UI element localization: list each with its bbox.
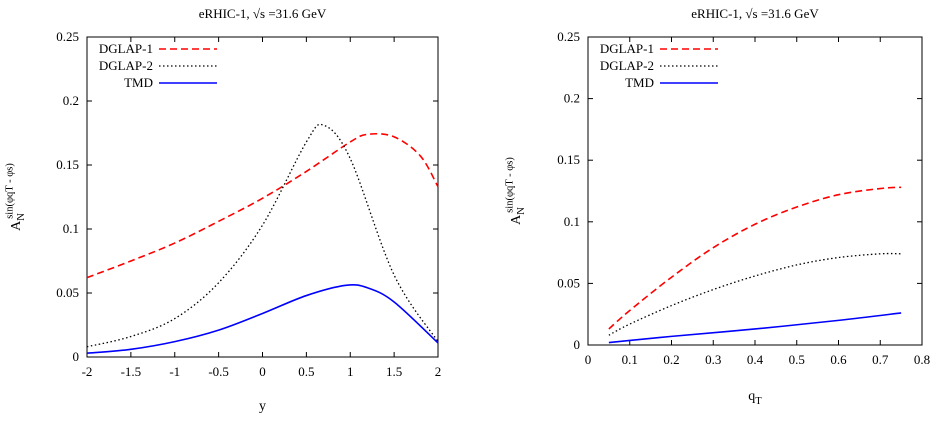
series-line-tmd: [608, 312, 902, 344]
chart-title: eRHIC-1, √s =31.6 GeV: [691, 6, 819, 21]
legend: DGLAP-1 DGLAP-2 TMD: [600, 41, 718, 90]
x-tick-label: -0.5: [208, 364, 229, 379]
legend-label: DGLAP-1: [600, 41, 654, 56]
x-tick-label: 0.6: [830, 352, 847, 367]
chart-title: eRHIC-1, √s =31.6 GeV: [199, 6, 327, 21]
y-tick-label: 0.1: [63, 221, 79, 236]
x-tick-label: 0.7: [872, 352, 889, 367]
x-tick-label: -1.5: [121, 364, 142, 379]
x-tick-label: 1: [347, 364, 354, 379]
legend-label: DGLAP-2: [99, 58, 153, 73]
chart-panel-2: eRHIC-1, √s =31.6 GeV 0 0.1 0.2 0.3 0.4 0.5 0.6…: [504, 6, 930, 407]
series-line-dglap-1: [608, 186, 902, 330]
y-tick-label: 0.15: [56, 157, 79, 172]
x-tick-label: 0.3: [705, 352, 721, 367]
chart-panel-1: eRHIC-1, √s =31.6 GeV -2 -1.5 -1 -0.5 0 0.5 1 1.…: [4, 6, 441, 414]
legend: DGLAP-1 DGLAP-2 TMD: [99, 41, 217, 90]
y-tick-label: 0.2: [564, 91, 580, 106]
series-line-dglap-2: [608, 252, 902, 336]
x-tick-label: 0: [585, 352, 592, 367]
y-tick-label: 0.1: [564, 214, 580, 229]
x-tick-label: 0: [259, 364, 266, 379]
x-tick-label: 0.8: [914, 352, 930, 367]
y-tick-label: 0.15: [557, 152, 580, 167]
y-axis-label: ANsin(φqT - φs): [504, 157, 527, 225]
x-tick-label: 0.1: [622, 352, 638, 367]
legend-label: TMD: [625, 75, 654, 90]
legend-label: DGLAP-1: [99, 41, 153, 56]
y-tick-label: 0: [73, 349, 80, 364]
legend-label: TMD: [124, 75, 153, 90]
x-tick-label: 0.2: [663, 352, 679, 367]
x-tick-label: 1.5: [386, 364, 402, 379]
x-tick-label: -1: [169, 364, 180, 379]
x-tick-label: -2: [82, 364, 93, 379]
x-axis-label: y: [259, 399, 266, 414]
y-tick-label: 0.25: [56, 29, 79, 44]
y-tick-label: 0.2: [63, 93, 79, 108]
legend-label: DGLAP-2: [600, 58, 654, 73]
series-line-dglap-2: [86, 123, 439, 348]
y-tick-label: 0.25: [557, 29, 580, 44]
y-tick-label: 0.05: [557, 275, 580, 290]
y-tick-label: 0: [574, 337, 581, 352]
x-axis-label: qT: [748, 389, 762, 407]
y-axis-label: ANsin(φqT - φs): [4, 163, 27, 231]
y-tick-label: 0.05: [56, 285, 79, 300]
series-line-dglap-1: [86, 132, 439, 279]
series-line-tmd: [86, 283, 439, 354]
x-tick-label: 0.4: [747, 352, 764, 367]
x-tick-label: 2: [435, 364, 442, 379]
x-tick-label: 0.5: [298, 364, 314, 379]
x-tick-label: 0.5: [789, 352, 805, 367]
